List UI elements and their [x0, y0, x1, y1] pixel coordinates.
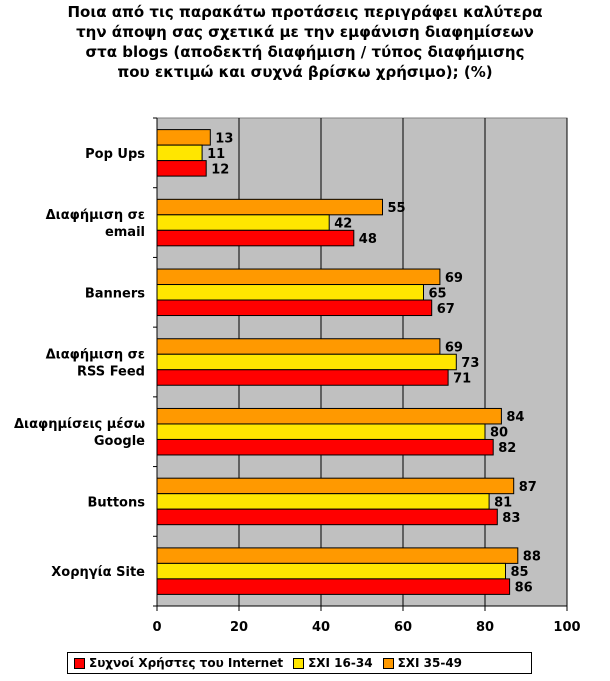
- bar: [156, 547, 519, 564]
- bar: [156, 299, 433, 317]
- legend-item: ΣΧΙ 16-34: [293, 656, 373, 670]
- legend-swatch: [74, 657, 85, 669]
- data-label: 55: [388, 201, 406, 216]
- bar: [156, 284, 424, 301]
- data-label: 73: [461, 356, 479, 371]
- data-label: 81: [494, 495, 512, 510]
- bar: [156, 477, 515, 495]
- bar: [156, 144, 203, 162]
- category-label: email: [105, 225, 145, 240]
- legend-item: Συχνοί Χρήστες του Internet: [74, 656, 283, 670]
- bar: [156, 268, 441, 286]
- category-label: RSS Feed: [77, 365, 145, 380]
- data-label: 80: [490, 426, 508, 441]
- data-label: 69: [445, 341, 463, 356]
- category-label: Google: [94, 434, 145, 449]
- category-label: Pop Ups: [85, 147, 145, 162]
- data-label: 87: [519, 480, 537, 495]
- bar: [156, 229, 355, 247]
- bar: [156, 129, 211, 146]
- legend-label: Συχνοί Χρήστες του Internet: [89, 656, 284, 670]
- x-tick-label: 100: [553, 620, 580, 635]
- category-label: Διαφημίσεις μέσω: [14, 417, 145, 432]
- legend-label: ΣΧΙ 16-34: [308, 656, 373, 670]
- x-tick-label: 60: [394, 620, 412, 635]
- category-label: Διαφήμιση σε: [46, 348, 145, 363]
- bar: [156, 369, 449, 386]
- data-label: 42: [334, 217, 352, 232]
- data-label: 12: [211, 162, 229, 177]
- legend-swatch: [293, 657, 305, 669]
- data-label: 83: [502, 511, 520, 526]
- data-label: 88: [523, 550, 541, 565]
- bar: [156, 338, 441, 355]
- x-tick-label: 40: [312, 620, 330, 635]
- bar: [156, 160, 207, 177]
- data-label: 85: [511, 565, 529, 580]
- bar: [156, 198, 383, 216]
- bar: [156, 438, 494, 456]
- category-label: Χορηγία Site: [51, 565, 145, 580]
- data-label: 84: [506, 410, 524, 425]
- data-label: 67: [437, 302, 455, 317]
- x-tick-label: 80: [476, 620, 494, 635]
- legend-item: ΣΧΙ 35-49: [382, 656, 463, 670]
- category-label: Banners: [85, 286, 145, 301]
- data-label: 86: [515, 581, 533, 596]
- bar: [156, 423, 486, 440]
- data-label: 48: [359, 232, 377, 247]
- bar: [156, 493, 490, 510]
- legend: Συχνοί Χρήστες του Internet ΣΧΙ 16-34 ΣΧΙ …: [67, 652, 532, 674]
- legend-swatch: [382, 657, 394, 669]
- chart-title: Ποια από τις παρακάτω προτάσεις περιγράφ…: [67, 3, 543, 81]
- legend-label: ΣΧΙ 35-49: [397, 656, 463, 670]
- bar: [156, 407, 502, 425]
- category-label: Buttons: [87, 495, 145, 510]
- bar: [156, 508, 498, 526]
- category-label: Διαφήμιση σε: [46, 208, 145, 223]
- data-label: 69: [445, 271, 463, 286]
- bar: [156, 562, 506, 580]
- x-tick-label: 0: [152, 620, 161, 635]
- data-label: 65: [429, 286, 447, 301]
- data-label: 13: [215, 131, 233, 146]
- bar: [156, 214, 330, 231]
- data-label: 71: [453, 372, 471, 387]
- x-tick-label: 20: [230, 620, 248, 635]
- data-label: 82: [498, 441, 516, 456]
- bar: [156, 578, 511, 595]
- data-label: 11: [207, 147, 225, 162]
- bar: [156, 353, 457, 371]
